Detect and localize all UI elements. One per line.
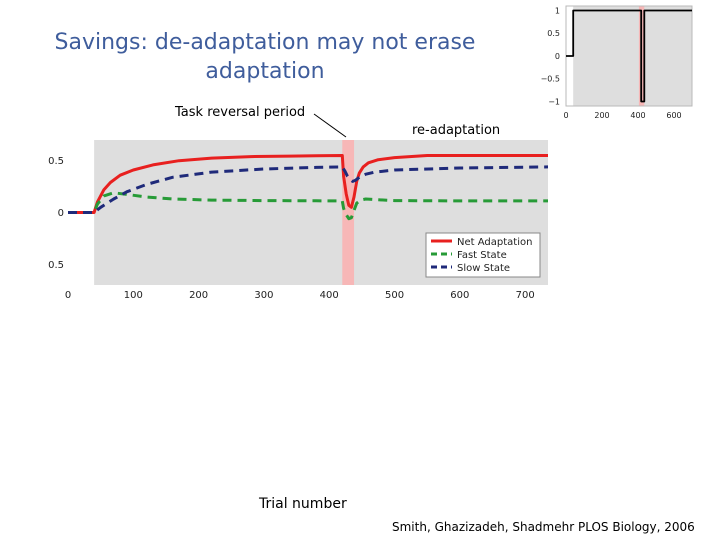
- y-tick-label: −0.5: [541, 75, 560, 84]
- x-tick-label: 0: [563, 111, 568, 120]
- shaded-region: [573, 6, 692, 106]
- readaptation-label: re-adaptation: [412, 123, 501, 138]
- legend-entry: Fast State: [457, 250, 507, 261]
- task-reversal-label: Task reversal period: [175, 105, 306, 120]
- x-tick-label: 600: [450, 290, 469, 301]
- series-line-series-0: [566, 9, 692, 103]
- x-tick-label: 600: [666, 111, 681, 120]
- y-tick-label: 0.5: [48, 156, 64, 167]
- x-tick-label: 0: [65, 290, 71, 301]
- series-line-net-adaptation: [68, 154, 548, 214]
- reversal-band: [342, 140, 355, 285]
- x-tick-label: 700: [516, 290, 535, 301]
- slide-title: Savings: de-adaptation may not erase ada…: [54, 30, 476, 84]
- y-tick-label: 0.5: [547, 29, 560, 38]
- reversal-pointer-line: [313, 113, 347, 138]
- x-tick-label: 300: [254, 290, 273, 301]
- series-line-slow-state: [68, 165, 549, 214]
- citation: Smith, Ghazizadeh, Shadmehr PLOS Biology…: [392, 520, 695, 534]
- y-tick-label: 0.5: [48, 260, 64, 271]
- x-tick-label: 200: [189, 290, 208, 301]
- legend-entry: Slow State: [457, 263, 510, 274]
- y-tick-label: 0: [555, 52, 560, 61]
- legend-entry: Net Adaptation: [457, 237, 532, 248]
- y-tick-label: 0: [58, 208, 64, 219]
- x-tick-label: 100: [124, 290, 143, 301]
- x-axis-label: Trial number: [259, 496, 347, 512]
- series-line-fast-state: [68, 191, 548, 221]
- x-tick-label: 400: [630, 111, 645, 120]
- y-tick-label: −1: [548, 97, 560, 106]
- y-tick-label: 1: [555, 6, 560, 15]
- x-tick-label: 500: [385, 290, 404, 301]
- x-tick-label: 400: [320, 290, 339, 301]
- x-tick-label: 200: [594, 111, 609, 120]
